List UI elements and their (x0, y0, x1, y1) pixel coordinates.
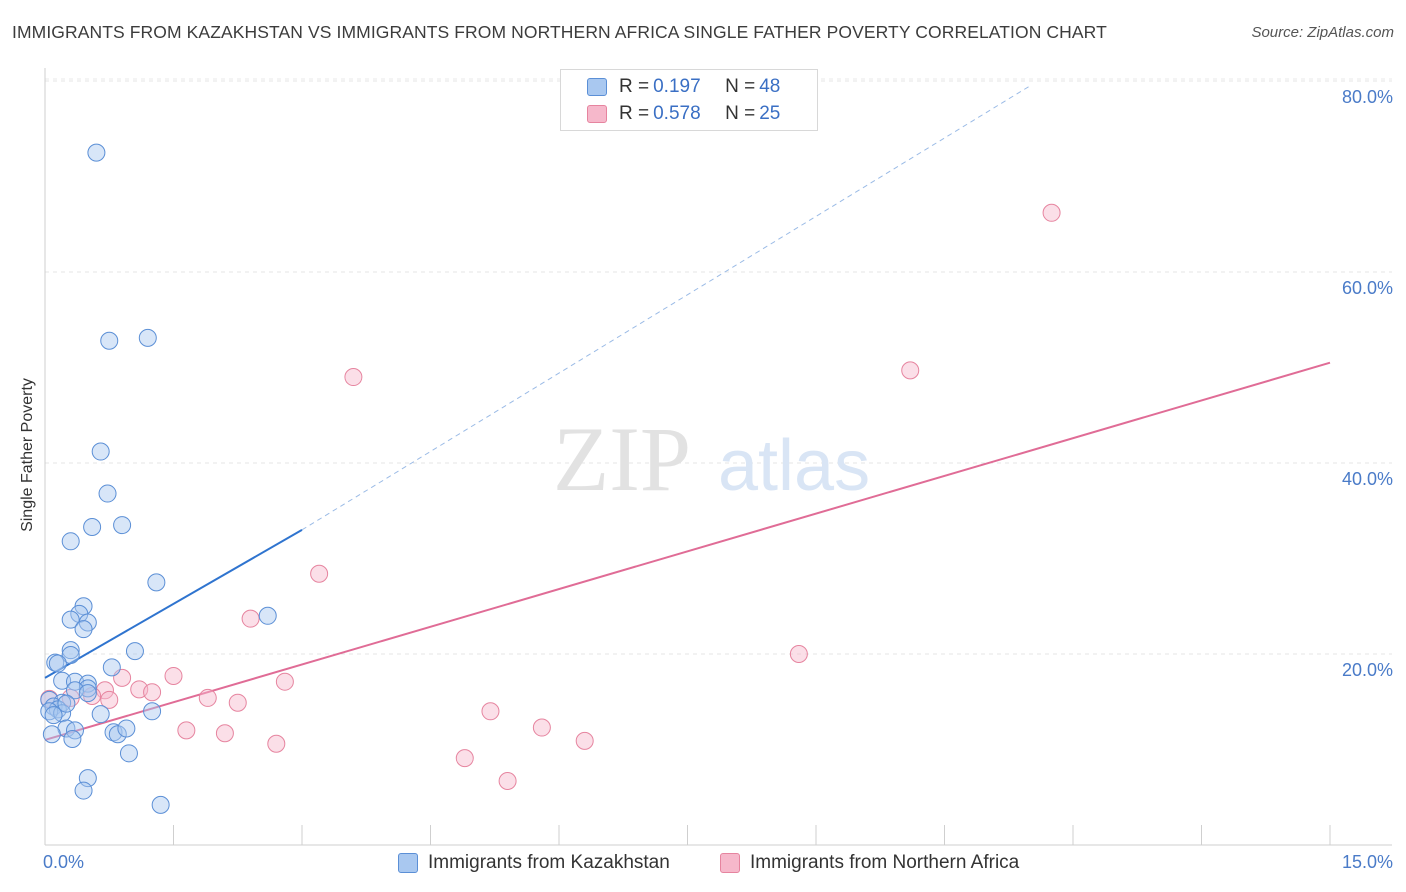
point-northern-africa (198, 688, 217, 707)
point-northern-africa (481, 702, 500, 721)
source-label: Source: ZipAtlas.com (1251, 24, 1394, 41)
point-kazakhstan (91, 442, 110, 461)
scatter-points (40, 143, 1061, 814)
legend-row-northern-africa: R = 0.578 N = 25 (587, 103, 780, 125)
point-kazakhstan (63, 729, 82, 748)
y-tick-label: 60.0% (1341, 278, 1393, 298)
point-northern-africa (267, 734, 286, 753)
point-kazakhstan (48, 654, 67, 673)
legend-label: Immigrants from Kazakhstan (428, 852, 670, 873)
point-kazakhstan (143, 702, 162, 721)
point-northern-africa (177, 721, 196, 740)
pink-swatch (587, 105, 607, 123)
point-kazakhstan (125, 642, 144, 661)
y-tick-label: 20.0% (1341, 660, 1393, 680)
r-value: 0.197 (653, 76, 701, 97)
legend-item-northern-africa[interactable]: Immigrants from Northern Africa (720, 852, 1019, 874)
point-kazakhstan (42, 725, 61, 744)
point-kazakhstan (61, 645, 80, 664)
blue-swatch (587, 78, 607, 96)
gridlines (45, 78, 1392, 655)
watermark-zip: ZIP (553, 408, 691, 510)
blue-swatch (398, 853, 418, 873)
point-northern-africa (344, 368, 363, 387)
point-kazakhstan (117, 719, 136, 738)
point-northern-africa (575, 731, 594, 750)
point-kazakhstan (61, 641, 80, 660)
trend-line-northern-africa (44, 361, 1331, 741)
point-northern-africa (1042, 203, 1061, 222)
trend-lines (44, 85, 1331, 741)
point-kazakhstan (44, 706, 63, 725)
watermark: ZIP atlas (553, 408, 870, 510)
point-kazakhstan (74, 620, 93, 639)
point-kazakhstan (119, 744, 138, 763)
point-kazakhstan (108, 725, 127, 744)
pink-swatch (720, 853, 740, 873)
x-tick-label-min: 0.0% (43, 852, 85, 872)
point-kazakhstan (113, 516, 132, 535)
point-northern-africa (143, 683, 162, 702)
n-label: N = (725, 76, 756, 97)
trend-line-kazakhstan (44, 528, 303, 679)
point-kazakhstan (258, 606, 277, 625)
point-kazakhstan (100, 331, 119, 350)
point-kazakhstan (98, 484, 117, 503)
y-axis-label: Single Father Poverty (19, 378, 36, 532)
point-northern-africa (241, 609, 260, 628)
r-label: R = (619, 76, 650, 97)
r-label: R = (619, 103, 650, 124)
y-tick-label: 40.0% (1341, 469, 1393, 489)
point-northern-africa (215, 724, 234, 743)
r-value: 0.578 (653, 103, 701, 124)
n-value: 25 (759, 103, 781, 124)
n-label: N = (725, 103, 756, 124)
point-kazakhstan (147, 573, 166, 592)
legend-label: Immigrants from Northern Africa (750, 852, 1020, 873)
point-kazakhstan (83, 517, 102, 536)
legend-item-kazakhstan[interactable]: Immigrants from Kazakhstan (398, 852, 670, 874)
point-northern-africa (789, 645, 808, 663)
chart-title: IMMIGRANTS FROM KAZAKHSTAN VS IMMIGRANTS… (12, 22, 1107, 42)
n-value: 48 (759, 76, 781, 97)
correlation-legend: R = 0.197 N = 48 R = 0.578 N = 25 (560, 69, 818, 131)
point-kazakhstan (57, 694, 76, 713)
series-legend: Immigrants from Kazakhstan Immigrants fr… (0, 852, 1406, 878)
point-northern-africa (275, 672, 294, 691)
point-kazakhstan (74, 781, 93, 800)
watermark-atlas: atlas (718, 426, 870, 506)
point-northern-africa (228, 693, 247, 712)
y-tick-label: 80.0% (1341, 87, 1393, 107)
point-northern-africa (455, 749, 474, 768)
point-kazakhstan (78, 684, 97, 703)
point-kazakhstan (102, 658, 121, 677)
point-kazakhstan (151, 795, 170, 814)
point-kazakhstan (87, 143, 106, 162)
point-kazakhstan (61, 532, 80, 551)
point-northern-africa (532, 718, 551, 737)
point-northern-africa (100, 690, 119, 709)
legend-row-kazakhstan: R = 0.197 N = 48 (587, 76, 780, 98)
point-kazakhstan (138, 328, 157, 347)
point-kazakhstan (53, 671, 72, 690)
point-northern-africa (901, 361, 920, 380)
point-kazakhstan (61, 610, 80, 629)
point-kazakhstan (91, 705, 110, 724)
trend-line-kazakhstan-extension (301, 85, 1031, 531)
point-northern-africa (310, 564, 329, 583)
point-northern-africa (164, 666, 183, 685)
x-tick-label-max: 15.0% (1341, 852, 1393, 872)
point-northern-africa (498, 772, 517, 791)
